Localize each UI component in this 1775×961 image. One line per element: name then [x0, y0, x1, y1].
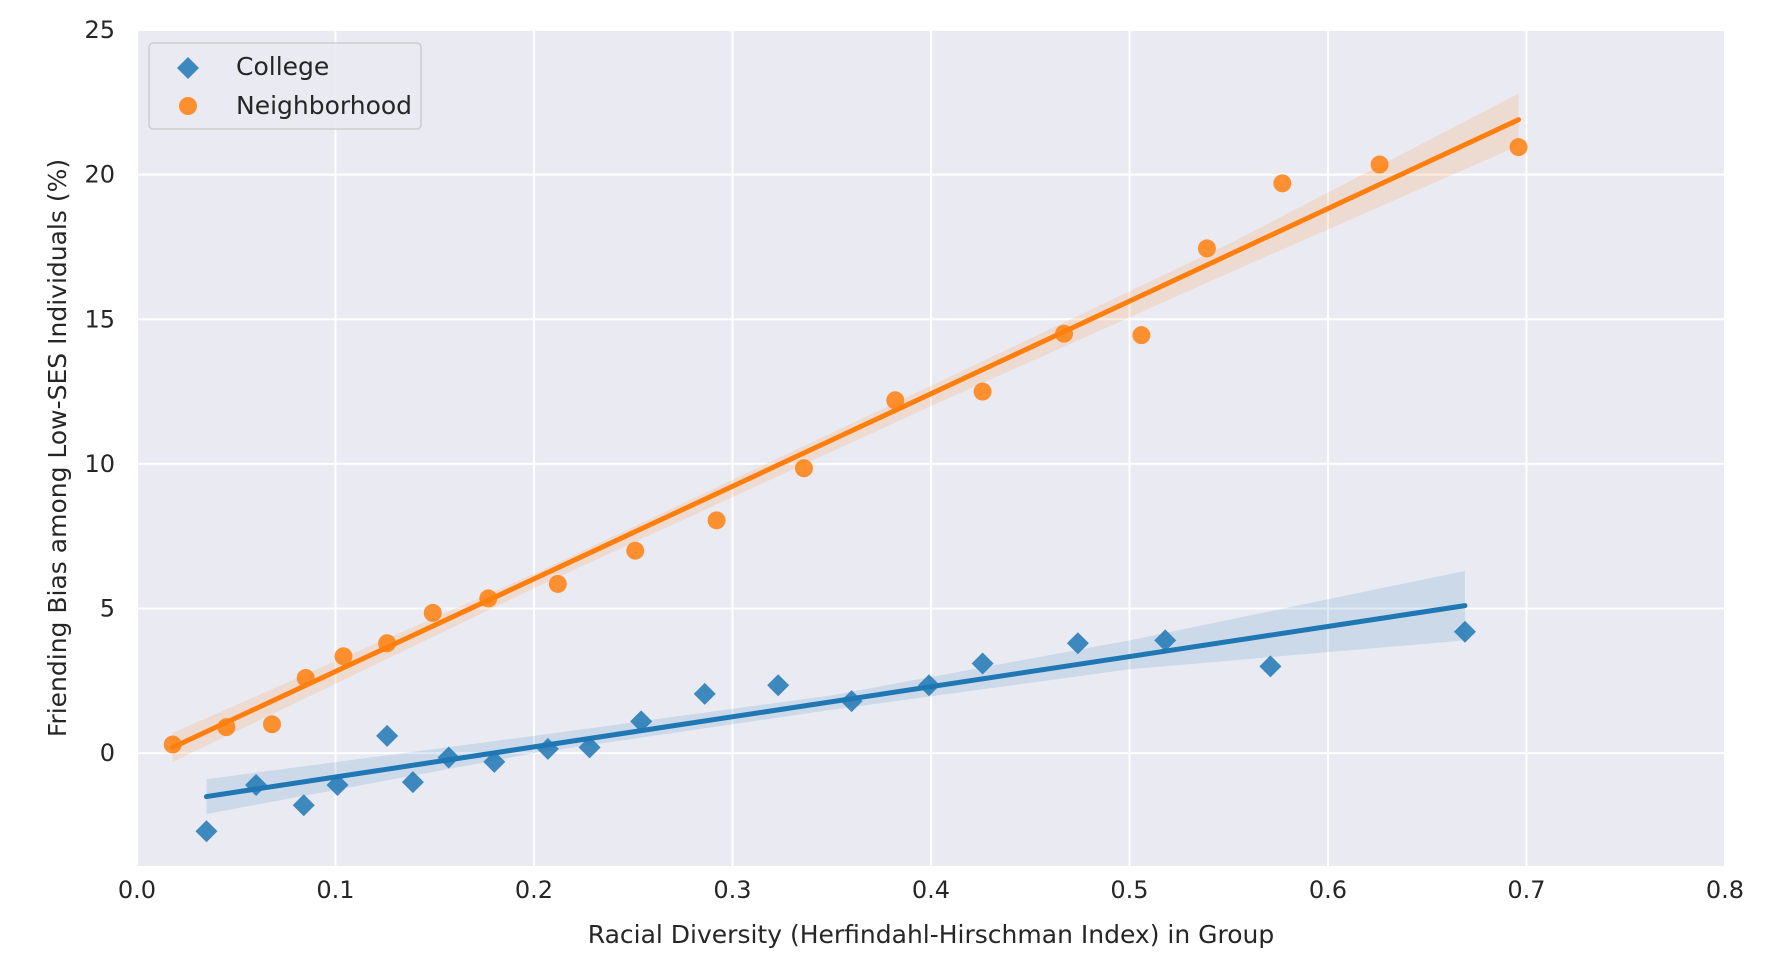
college-point [437, 746, 460, 769]
y-tick-label: 25 [84, 16, 115, 44]
neighborhood-point [296, 668, 315, 687]
y-axis-label: Friending Bias among Low-SES Individuals… [43, 159, 72, 737]
neighborhood-point [626, 541, 645, 560]
regression-lines [170, 117, 1522, 800]
neighborhood-point [262, 715, 281, 734]
legend-diamond-icon [177, 57, 199, 79]
x-tick-label: 0.8 [1706, 876, 1744, 904]
college-point [1453, 620, 1476, 643]
x-axis-label: Racial Diversity (Herfindahl-Hirschman I… [588, 920, 1275, 949]
college-point [292, 794, 315, 817]
neighborhood-point [1509, 138, 1528, 157]
neighborhood-point [973, 382, 992, 401]
college-point [693, 682, 716, 705]
neighborhood-point [707, 511, 726, 530]
college-point [840, 690, 863, 713]
college-point [195, 820, 218, 843]
x-tick-label: 0.5 [1110, 876, 1148, 904]
college-point [401, 771, 424, 794]
y-tick-label: 15 [84, 305, 115, 333]
y-tick-label: 20 [84, 161, 115, 189]
college-ci-band [206, 570, 1465, 814]
x-tick-label: 0.1 [316, 876, 354, 904]
neighborhood-point [1370, 155, 1389, 174]
legend-box [148, 42, 422, 130]
college-point [630, 710, 653, 733]
y-tick-label: 0 [100, 739, 115, 767]
college-point [971, 652, 994, 675]
college-point [326, 774, 349, 797]
legend-label-college: College [236, 52, 329, 81]
x-tick-label: 0.7 [1507, 876, 1545, 904]
college-point [578, 736, 601, 759]
data-points [163, 138, 1528, 843]
legend: College Neighborhood [148, 42, 422, 130]
neighborhood-point [479, 589, 498, 608]
x-tick-label: 0.4 [912, 876, 950, 904]
neighborhood-point [1273, 174, 1292, 193]
confidence-bands [172, 93, 1519, 814]
x-tick-label: 0.6 [1309, 876, 1347, 904]
college-point [245, 774, 268, 797]
legend-label-neighborhood: Neighborhood [236, 91, 412, 120]
neighborhood-point [548, 574, 567, 593]
neighborhood-point [1054, 324, 1073, 343]
neighborhood-point [886, 391, 905, 410]
college-point [1154, 629, 1177, 652]
college-point [376, 724, 399, 747]
neighborhood-regression-line [170, 117, 1522, 750]
neighborhood-point [334, 647, 353, 666]
x-tick-label: 0.3 [713, 876, 751, 904]
neighborhood-point [378, 634, 397, 653]
college-point [1066, 632, 1089, 655]
neighborhood-point [794, 459, 813, 478]
x-tick-labels: 0.0 0.1 0.2 0.3 0.4 0.5 0.6 0.7 0.8 [118, 876, 1744, 904]
neighborhood-point [1197, 239, 1216, 258]
college-point [918, 674, 941, 697]
y-tick-label: 5 [100, 595, 115, 623]
neighborhood-point [217, 718, 236, 737]
x-tick-label: 0.2 [515, 876, 553, 904]
neighborhood-point [163, 735, 182, 754]
neighborhood-ci-band [172, 93, 1519, 762]
college-point [536, 737, 559, 760]
y-tick-labels: 0 5 10 15 20 25 [84, 16, 115, 767]
neighborhood-point [1132, 326, 1151, 345]
college-regression-line [203, 603, 1468, 800]
y-tick-label: 10 [84, 450, 115, 478]
college-point [483, 750, 506, 773]
legend-circle-icon [179, 97, 197, 115]
college-point [1259, 655, 1282, 678]
college-point [767, 674, 790, 697]
neighborhood-point [423, 603, 442, 622]
x-tick-label: 0.0 [118, 876, 156, 904]
